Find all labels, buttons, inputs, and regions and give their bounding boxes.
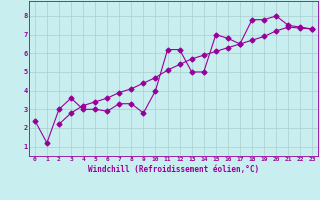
X-axis label: Windchill (Refroidissement éolien,°C): Windchill (Refroidissement éolien,°C) xyxy=(88,165,259,174)
